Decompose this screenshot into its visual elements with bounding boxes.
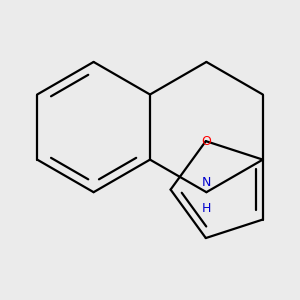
Text: N: N [202,176,211,189]
Text: H: H [202,202,211,215]
Text: O: O [201,135,211,148]
